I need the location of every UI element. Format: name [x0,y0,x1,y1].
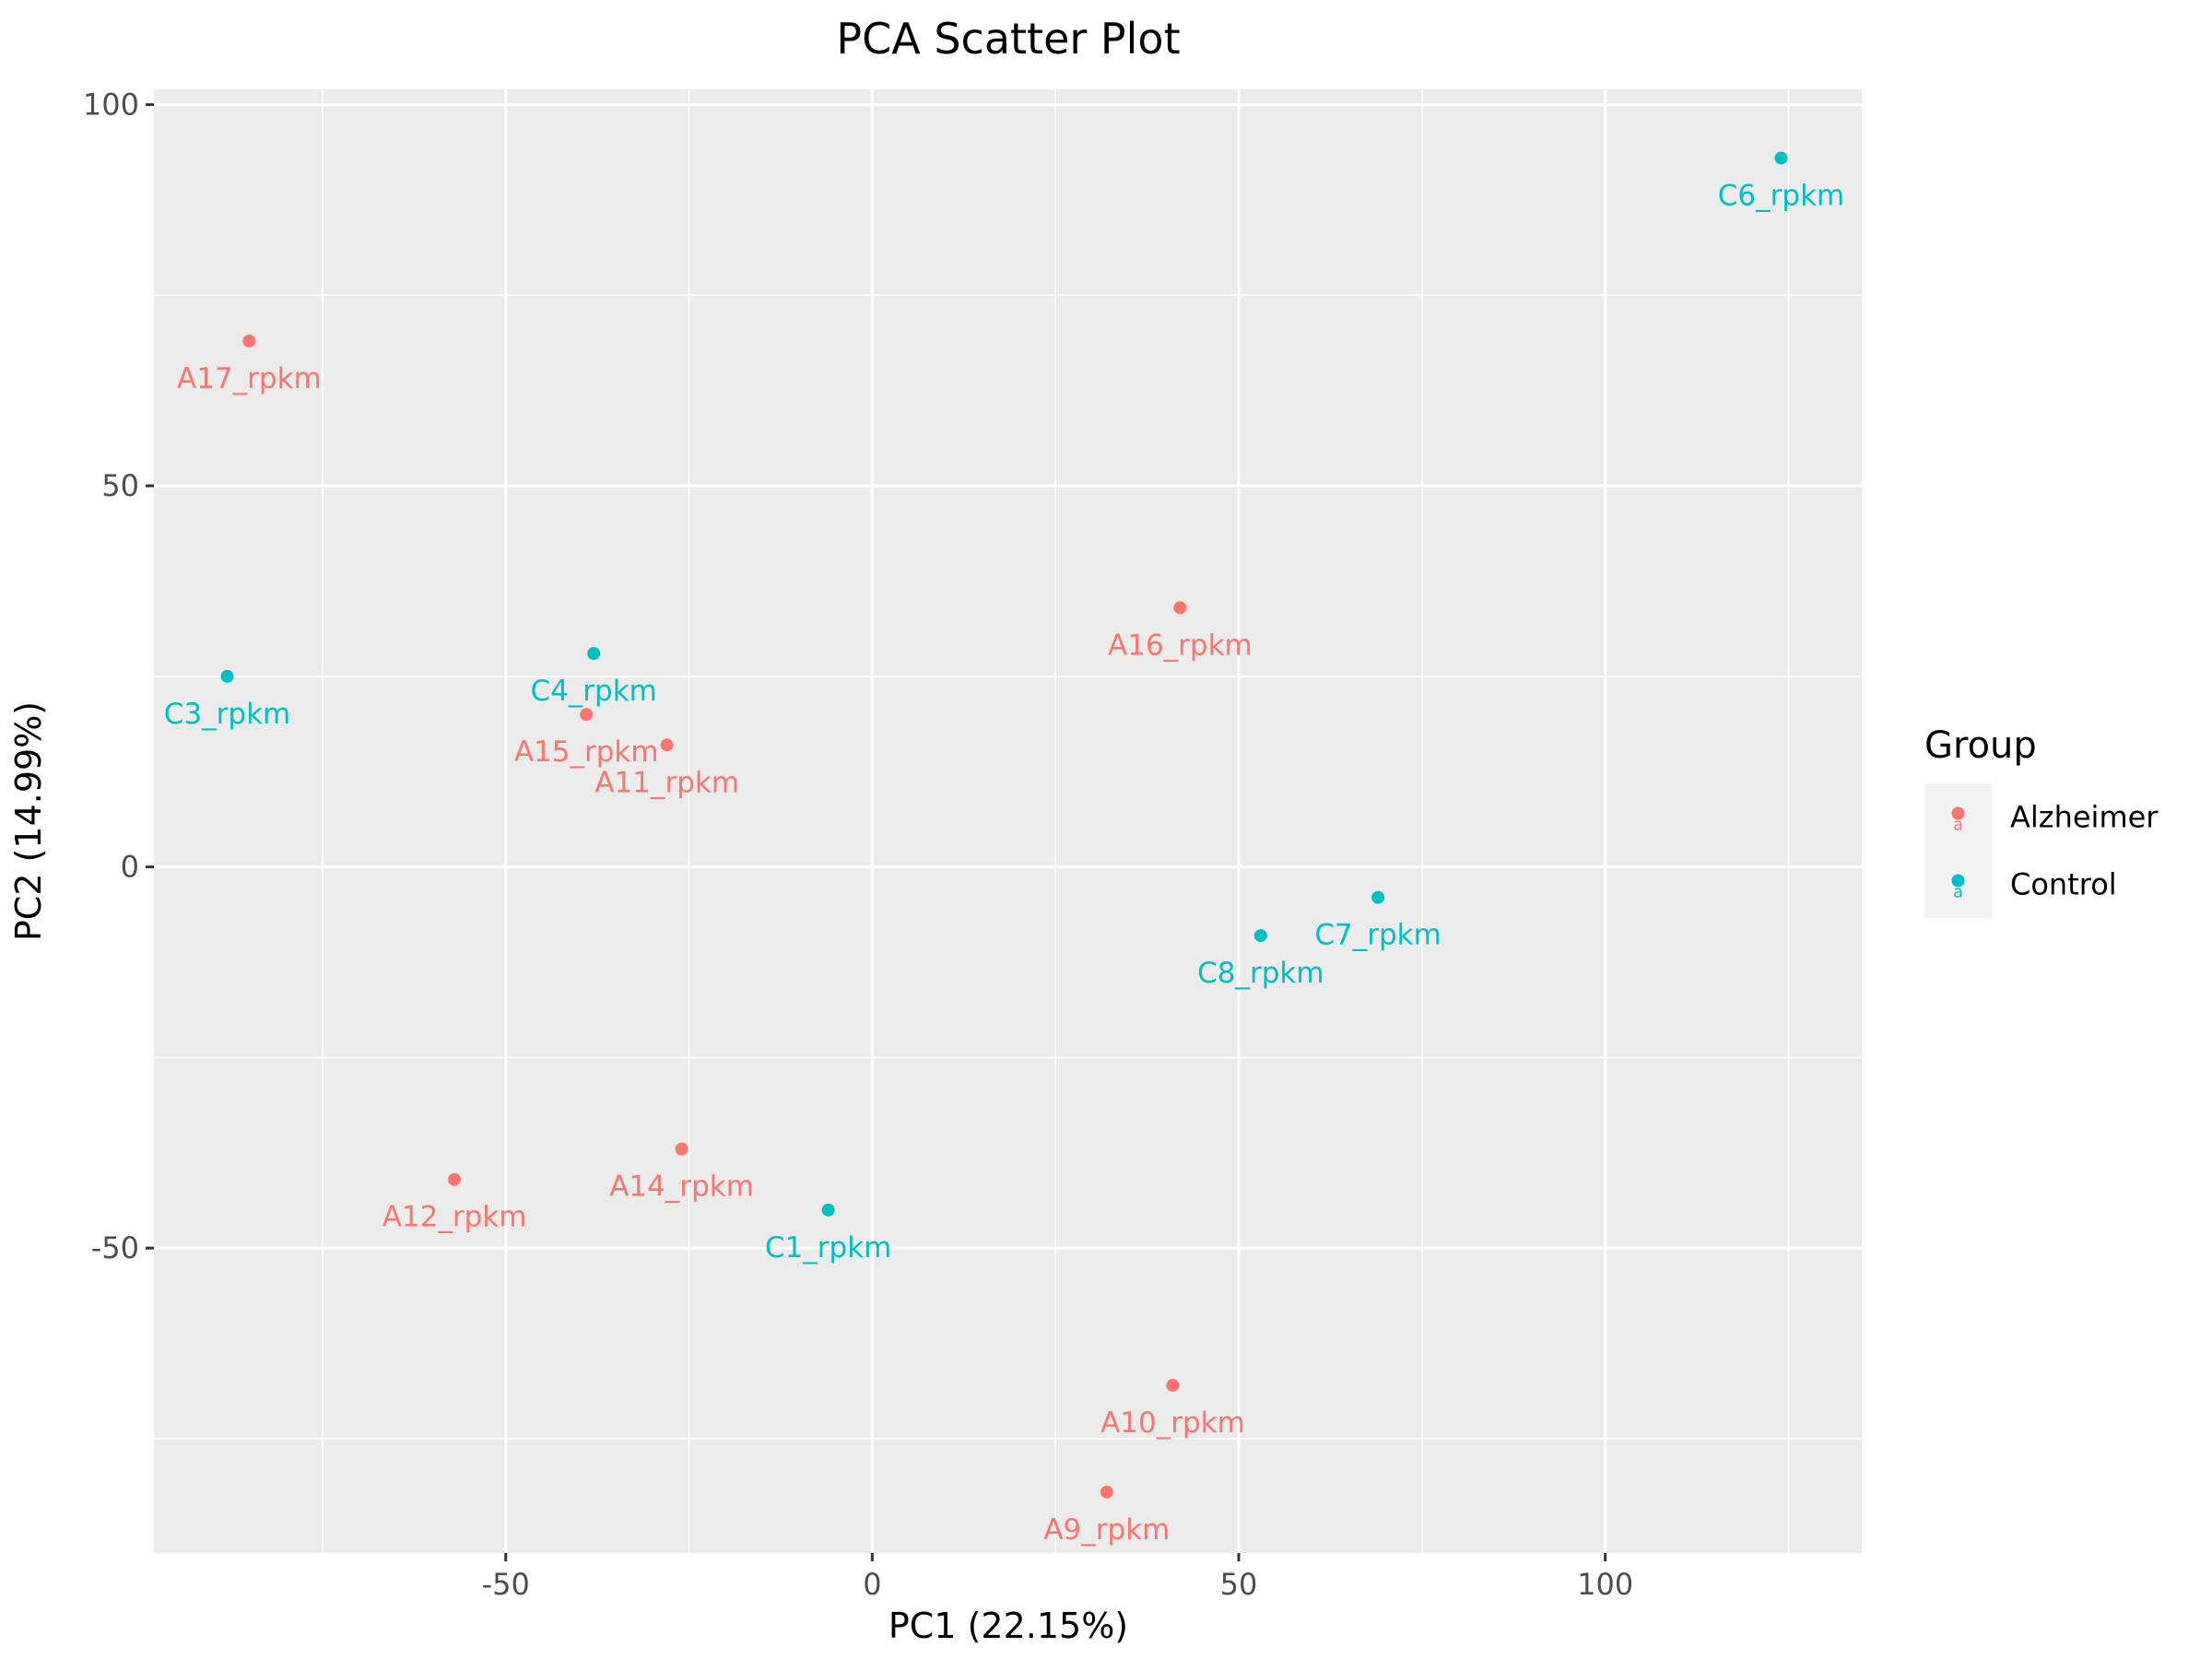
x-axis-ticks: -50 0 50 100 [482,1553,1633,1602]
y-tick-label: 0 [121,850,139,885]
control-point [587,647,601,661]
alzheimer-point [242,334,256,347]
legend-key-glyph-control: a [1953,883,1963,902]
alzheimer-point-label: A12_rpkm [382,1201,527,1234]
control-point-label: C8_rpkm [1197,957,1324,990]
y-axis-title: PC2 (14.99%) [8,701,49,941]
alzheimer-point [675,1142,688,1156]
y-tick-label: 100 [83,88,139,123]
data-points [220,151,1788,1499]
x-tick-label: 100 [1577,1567,1633,1602]
control-point [1371,890,1385,904]
alzheimer-point-label: A15_rpkm [514,735,659,769]
control-point-label: C6_rpkm [1718,179,1844,212]
alzheimer-point [448,1172,462,1186]
control-point [1774,151,1788,165]
alzheimer-point [660,738,674,752]
alzheimer-point [1173,601,1187,615]
alzheimer-point [1100,1485,1113,1499]
control-point-label: C3_rpkm [164,698,290,731]
control-point-label: C1_rpkm [765,1231,891,1265]
alzheimer-point [1166,1379,1180,1393]
legend-title: Group [1924,724,2037,767]
legend-key-glyph-alzheimer: a [1953,816,1963,835]
x-axis-title: PC1 (22.15%) [888,1606,1128,1646]
legend-label-alzheimer: Alzheimer [2010,800,2159,835]
alzheimer-point-label: A14_rpkm [609,1171,754,1204]
control-point [821,1203,835,1217]
y-axis-ticks: -50 0 50 100 [83,88,154,1265]
control-point [1253,929,1267,943]
y-tick-label: -50 [91,1230,139,1265]
legend-key-control [1951,874,1965,888]
y-tick-label: 50 [101,468,139,503]
control-point [220,669,234,683]
alzheimer-point-label: A17_rpkm [177,362,322,395]
legend-items: a Alzheimer a Control [1924,783,2159,918]
chart-title: PCA Scatter Plot [836,14,1180,64]
alzheimer-point-label: A11_rpkm [594,766,739,799]
control-point-label: C4_rpkm [530,675,656,708]
legend-key-alzheimer [1951,806,1965,820]
legend-label-control: Control [2010,867,2117,902]
x-tick-label: 0 [863,1567,881,1602]
plot-panel [154,89,1862,1553]
legend-key-background [1924,783,1992,918]
minor-gridlines [154,89,1862,1553]
legend: Group a Alzheimer a Control [1924,724,2159,918]
x-tick-label: 50 [1220,1567,1258,1602]
major-gridlines [154,89,1862,1553]
alzheimer-point [580,708,594,722]
alzheimer-point-label: A16_rpkm [1108,629,1253,662]
alzheimer-point-label: A10_rpkm [1100,1406,1245,1440]
control-point-label: C7_rpkm [1314,919,1441,952]
alzheimer-point-label: A9_rpkm [1043,1513,1170,1547]
x-tick-label: -50 [482,1567,530,1602]
